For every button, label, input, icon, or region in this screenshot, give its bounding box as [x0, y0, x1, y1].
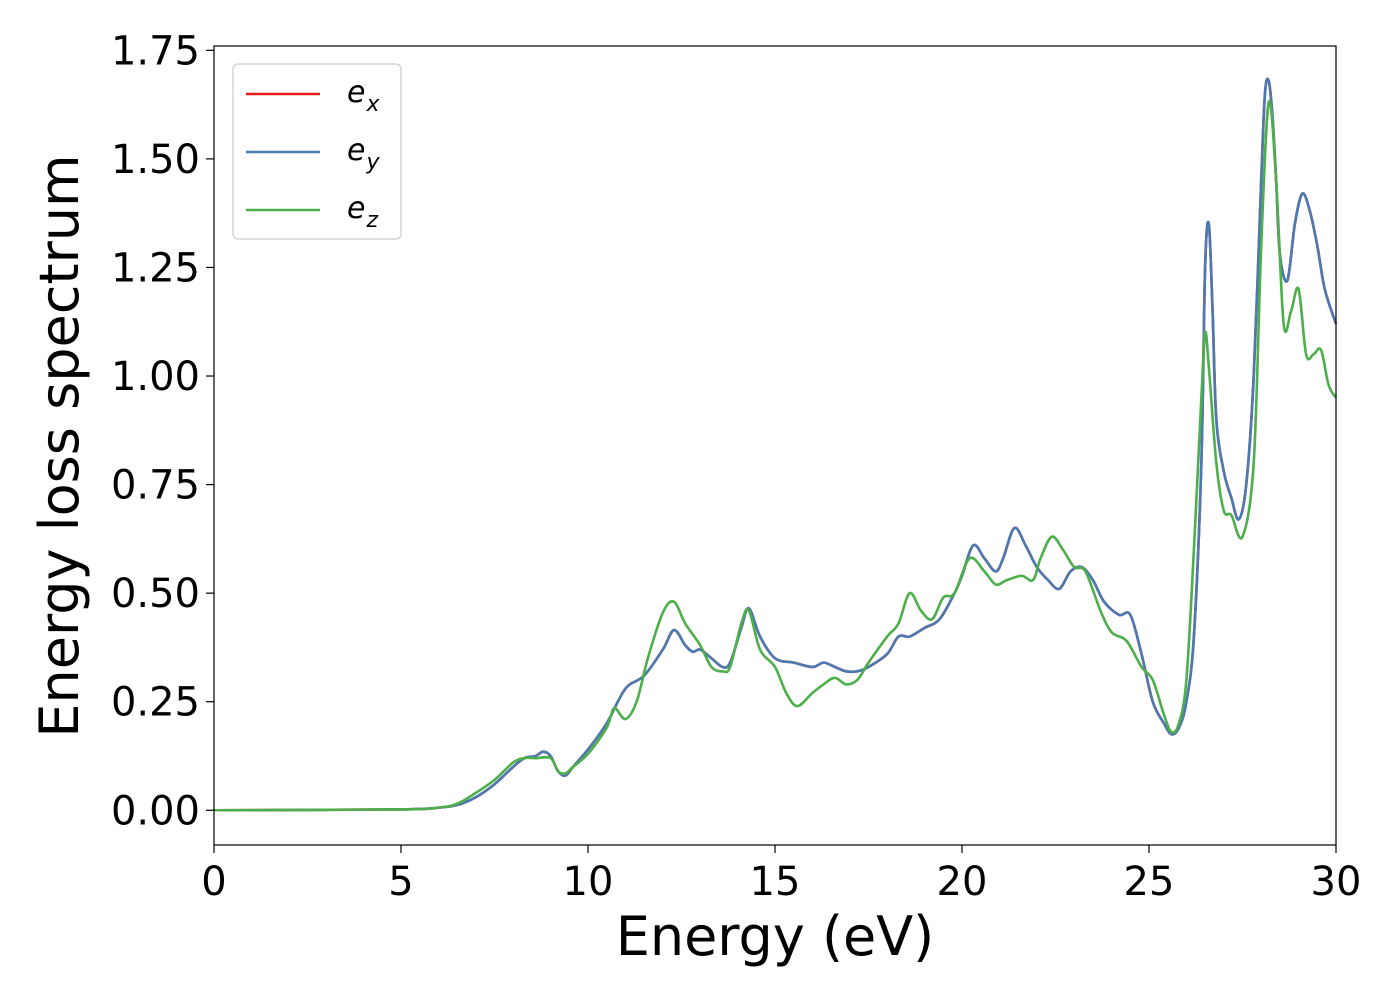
- y-tick-label: 0.00: [111, 788, 200, 834]
- x-tick-label: 15: [750, 859, 801, 905]
- x-axis-label: Energy (eV): [616, 905, 935, 968]
- y-axis-ticks: 0.00 0.25 0.50 0.75 1.00 1.25 1.50 1.75: [111, 28, 214, 834]
- x-tick-label: 5: [388, 859, 413, 905]
- y-tick-label: 0.50: [111, 571, 200, 617]
- legend-label-e-z: ez: [347, 191, 378, 233]
- x-tick-label: 25: [1124, 859, 1175, 905]
- series-line-e-y: [213, 77, 1338, 812]
- legend: ex ey ez: [232, 63, 402, 240]
- series-layer: [213, 77, 1338, 812]
- x-axis-ticks: 0 5 10 15 20 25 30: [201, 845, 1361, 905]
- y-tick-label: 1.50: [111, 137, 200, 183]
- y-axis-label: Energy loss spectrum: [28, 154, 91, 737]
- y-tick-label: 1.25: [111, 245, 200, 291]
- y-tick-label: 0.25: [111, 680, 200, 726]
- x-tick-label: 10: [563, 859, 614, 905]
- series-line-e-z: [213, 99, 1338, 812]
- legend-label-e-x: ex: [347, 75, 380, 117]
- legend-label-e-y: ey: [347, 133, 380, 175]
- y-tick-label: 1.00: [111, 354, 200, 400]
- y-tick-label: 0.75: [111, 463, 200, 509]
- x-tick-label: 0: [201, 859, 226, 905]
- x-tick-label: 30: [1311, 859, 1362, 905]
- x-tick-label: 20: [937, 859, 988, 905]
- y-tick-label: 1.75: [111, 28, 200, 74]
